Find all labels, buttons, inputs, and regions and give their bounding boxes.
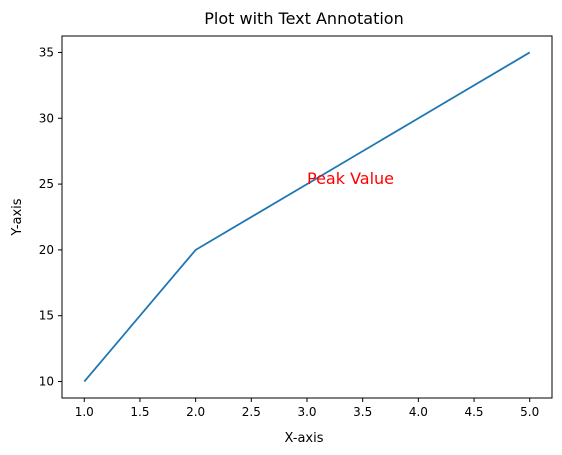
x-tick-label: 2.0	[186, 405, 205, 419]
x-tick-label: 5.0	[520, 405, 539, 419]
y-tick-label: 25	[39, 177, 54, 191]
x-tick-label: 1.0	[75, 405, 94, 419]
x-tick-label: 3.0	[297, 405, 316, 419]
x-tick-label: 4.5	[464, 405, 483, 419]
x-tick-label: 1.5	[130, 405, 149, 419]
y-tick-label: 35	[39, 45, 54, 59]
chart-title: Plot with Text Annotation	[204, 9, 403, 28]
x-tick-label: 4.0	[409, 405, 428, 419]
y-axis-label: Y-axis	[10, 198, 25, 236]
y-axis: 10 15 20 25 30 35	[39, 45, 62, 389]
y-tick-label: 30	[39, 111, 54, 125]
x-tick-label: 2.5	[242, 405, 261, 419]
peak-value-annotation: Peak Value	[307, 169, 394, 188]
x-tick-label: 3.5	[353, 405, 372, 419]
plot-area	[61, 35, 553, 399]
y-tick-label: 20	[39, 243, 54, 257]
series-line	[83, 51, 531, 383]
x-axis-label: X-axis	[285, 431, 324, 446]
y-tick-label: 15	[39, 309, 54, 323]
x-axis: 1.0 1.5 2.0 2.5 3.0 3.5 4.0 4.5 5.0	[75, 398, 539, 419]
y-tick-label: 10	[39, 375, 54, 389]
